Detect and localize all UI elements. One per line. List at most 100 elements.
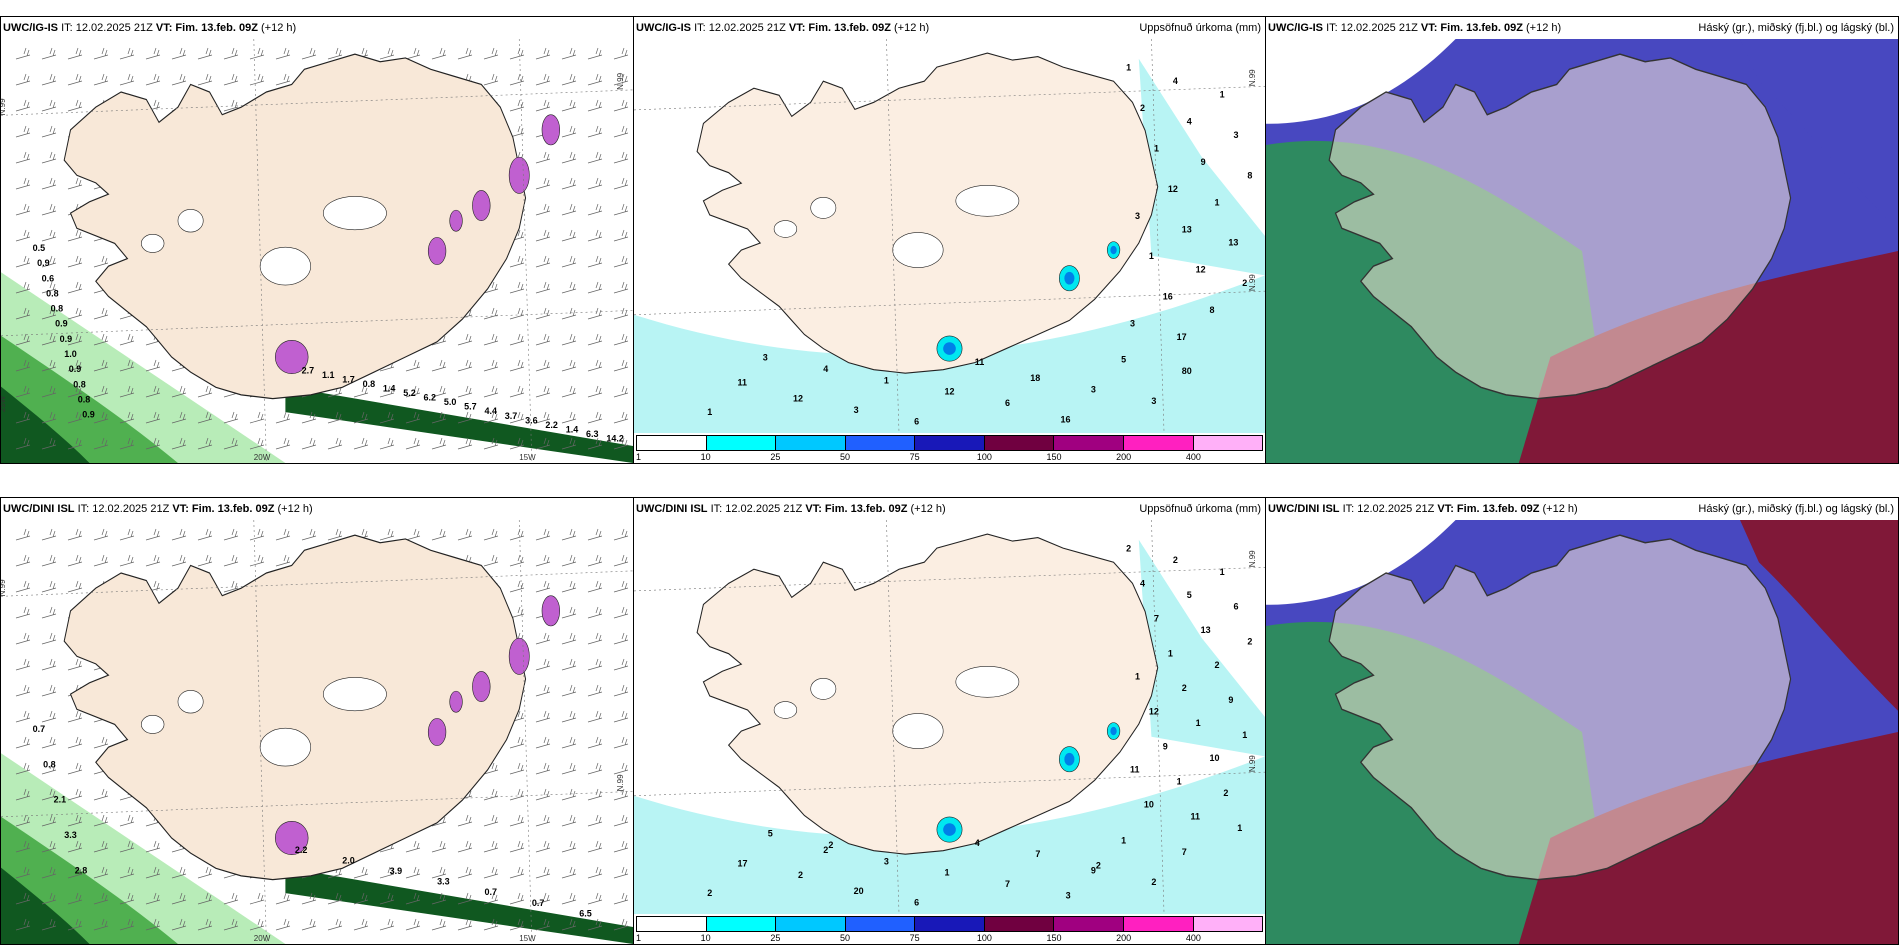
value-label: 7 xyxy=(1035,849,1040,859)
legend-tick-label: 50 xyxy=(839,933,851,943)
glacier xyxy=(141,715,165,734)
value-label: 17 xyxy=(737,858,747,868)
coordinate-label: N.99 xyxy=(1248,550,1257,567)
value-label: 0.8 xyxy=(43,759,56,769)
graticule xyxy=(634,520,1265,914)
value-label: 0.5 xyxy=(33,243,46,253)
coordinate-label: N.99 xyxy=(1248,69,1257,86)
value-label: 0.9 xyxy=(37,258,50,268)
glacier xyxy=(955,185,1020,217)
iceland-landmass xyxy=(1328,534,1792,881)
glacier xyxy=(259,246,311,286)
lead-time: (+12 h) xyxy=(910,503,946,515)
map-svg: N.99 N.99 25W 20W 15W 0.5 0.9 0.6 0.8 0.8 0.9 0.9 1.… xyxy=(1,39,633,463)
init-time-value: 12.02.2025 21Z xyxy=(705,22,789,34)
legend-tick-label: 1 xyxy=(636,452,642,462)
map-panel-bottom-right: UWC/DINI ISL IT: 12.02.2025 21Z VT: Fim.… xyxy=(1265,497,1899,945)
value-label: 9 xyxy=(1163,741,1168,751)
panel-header: UWC/DINI ISL IT: 12.02.2025 21Z VT: Fim.… xyxy=(634,498,1265,520)
value-label: 2 xyxy=(823,845,828,855)
precip-core xyxy=(541,595,560,627)
precip-band xyxy=(285,867,633,944)
value-label: 1 xyxy=(1154,143,1159,153)
glacier xyxy=(259,727,311,767)
legend-tick-label: 1 xyxy=(636,933,642,943)
precip-band xyxy=(1,867,90,944)
legend-tick-label: 10 xyxy=(700,933,711,943)
value-label: 2.8 xyxy=(75,865,88,875)
lead-time: (+12 h) xyxy=(1526,22,1562,34)
glacier xyxy=(177,690,204,714)
value-label: 1 xyxy=(884,375,889,385)
panel-title: Uppsöfnuð úrkoma (mm) xyxy=(1139,22,1261,34)
legend-swatch xyxy=(706,436,777,450)
value-label: 7 xyxy=(1182,847,1187,857)
legend-swatch xyxy=(845,917,916,931)
legend-tick-label: 400 xyxy=(1185,452,1201,462)
map-panel-top-middle: UWC/IG-IS IT: 12.02.2025 21Z VT: Fim. 13… xyxy=(633,16,1266,464)
value-label: 7 xyxy=(1154,613,1159,623)
value-label: 1 xyxy=(1220,567,1225,577)
glacier xyxy=(773,701,798,719)
legend-swatch xyxy=(915,917,985,931)
value-label: 16 xyxy=(1163,292,1173,302)
value-label: 7 xyxy=(1005,879,1010,889)
value-label: 2 xyxy=(707,888,712,898)
legend-swatch xyxy=(1193,436,1263,450)
legend-tick-label: 150 xyxy=(1046,933,1062,943)
value-label: 8 xyxy=(1209,305,1214,315)
value-label: 12 xyxy=(793,394,803,404)
legend-tick-label: 200 xyxy=(1116,452,1132,462)
glacier xyxy=(892,713,944,749)
value-label: 3.7 xyxy=(505,411,518,421)
value-label: 0.9 xyxy=(60,334,73,344)
value-label: 6 xyxy=(914,897,919,907)
value-label: 6.5 xyxy=(579,908,592,918)
value-label: 2 xyxy=(1215,660,1220,670)
precip-core xyxy=(274,340,309,374)
panel-header: UWC/IG-IS IT: 12.02.2025 21Z VT: Fim. 13… xyxy=(1,17,633,39)
value-label: 1 xyxy=(1215,197,1220,207)
model-name: UWC/IG-IS xyxy=(1268,22,1323,34)
valid-time-value: Fim. 13.feb. 09Z xyxy=(1453,503,1543,515)
value-label: 1 xyxy=(1242,730,1247,740)
valid-time-value: Fim. 13.feb. 09Z xyxy=(821,503,911,515)
panel-title: Háský (gr.), miðský (fj.bl.) og lágský (… xyxy=(1698,22,1894,34)
precip-core-inner xyxy=(1110,245,1117,255)
map-panel-bottom-middle: UWC/DINI ISL IT: 12.02.2025 21Z VT: Fim.… xyxy=(633,497,1266,945)
value-label: 3 xyxy=(1091,384,1096,394)
legend-swatch xyxy=(637,436,707,450)
graticule xyxy=(634,39,1265,433)
value-label: 4 xyxy=(975,838,980,848)
map-area xyxy=(1266,520,1898,944)
init-time-label: IT: xyxy=(694,22,706,34)
coordinate-label: N.99 xyxy=(1248,755,1257,772)
value-label: 11 xyxy=(975,357,985,367)
value-label: 5.2 xyxy=(403,388,416,398)
map-svg xyxy=(1266,39,1898,463)
color-legend: 1 10 25 50 75 100 150 200 400 xyxy=(634,914,1265,944)
coordinate-label: 20W xyxy=(254,934,271,943)
glacier xyxy=(323,196,387,231)
coordinate-label: 15W xyxy=(519,453,536,462)
value-label: 2 xyxy=(798,870,803,880)
map-svg xyxy=(1266,520,1898,944)
legend-swatch xyxy=(984,917,1055,931)
value-label: 16 xyxy=(1061,414,1071,424)
legend-bar xyxy=(636,916,1263,932)
valid-time-label: VT: xyxy=(1437,503,1454,515)
precip-core xyxy=(541,114,560,146)
value-label: 3.3 xyxy=(437,877,450,887)
value-label: 5.7 xyxy=(464,402,477,412)
init-time-label: IT: xyxy=(61,22,73,34)
glacier xyxy=(955,666,1020,698)
iceland-landmass xyxy=(696,52,1159,374)
value-label: 9 xyxy=(1201,157,1206,167)
init-time-value: 12.02.2025 21Z xyxy=(89,503,173,515)
init-time-value: 12.02.2025 21Z xyxy=(722,503,806,515)
value-label: 1 xyxy=(1237,823,1242,833)
value-label: 9 xyxy=(1228,695,1233,705)
init-time-label: IT: xyxy=(1342,503,1355,515)
value-label: 3 xyxy=(1233,130,1238,140)
legend-tick-label: 25 xyxy=(770,933,781,943)
